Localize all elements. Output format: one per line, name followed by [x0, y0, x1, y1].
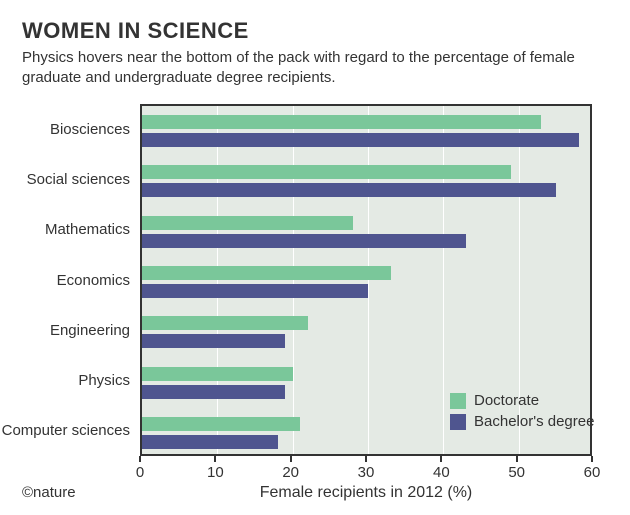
- category-label: Social sciences: [0, 171, 130, 188]
- bar: [142, 435, 278, 449]
- legend-label: Bachelor's degree: [474, 413, 594, 430]
- x-tick-mark: [290, 456, 292, 462]
- category-label: Biosciences: [0, 121, 130, 138]
- bar: [142, 266, 391, 280]
- header-block: WOMEN IN SCIENCE Physics hovers near the…: [0, 0, 630, 89]
- bar: [142, 165, 511, 179]
- grid-line: [368, 106, 369, 454]
- category-label: Computer sciences: [0, 422, 130, 439]
- bar: [142, 334, 285, 348]
- chart-subtitle: Physics hovers near the bottom of the pa…: [22, 48, 608, 89]
- x-tick-mark: [139, 456, 141, 462]
- figure-container: WOMEN IN SCIENCE Physics hovers near the…: [0, 0, 630, 515]
- x-tick-mark: [591, 456, 593, 462]
- legend-swatch: [450, 393, 466, 409]
- legend-item: Doctorate: [450, 392, 594, 409]
- x-tick-mark: [440, 456, 442, 462]
- category-label: Physics: [0, 372, 130, 389]
- grid-line: [443, 106, 444, 454]
- x-tick-label: 60: [572, 464, 612, 481]
- x-tick-label: 30: [346, 464, 386, 481]
- legend-label: Doctorate: [474, 392, 539, 409]
- bar: [142, 133, 579, 147]
- legend: Doctorate Bachelor's degree: [450, 388, 594, 430]
- bar: [142, 183, 556, 197]
- category-label: Economics: [0, 272, 130, 289]
- category-label: Mathematics: [0, 221, 130, 238]
- x-tick-label: 20: [271, 464, 311, 481]
- x-tick-label: 40: [421, 464, 461, 481]
- bar: [142, 115, 541, 129]
- x-axis-title: Female recipients in 2012 (%): [140, 484, 592, 502]
- chart-title: WOMEN IN SCIENCE: [22, 18, 608, 44]
- grid-line: [217, 106, 218, 454]
- x-tick-label: 50: [497, 464, 537, 481]
- x-tick-label: 10: [195, 464, 235, 481]
- bar: [142, 367, 293, 381]
- bar: [142, 316, 308, 330]
- x-tick-label: 0: [120, 464, 160, 481]
- legend-item: Bachelor's degree: [450, 413, 594, 430]
- bar: [142, 284, 368, 298]
- legend-swatch: [450, 414, 466, 430]
- bar: [142, 216, 353, 230]
- category-label: Engineering: [0, 322, 130, 339]
- credit-text: ©nature: [22, 484, 76, 501]
- x-tick-mark: [516, 456, 518, 462]
- x-tick-mark: [214, 456, 216, 462]
- bar: [142, 234, 466, 248]
- bar: [142, 385, 285, 399]
- x-tick-mark: [365, 456, 367, 462]
- grid-line: [293, 106, 294, 454]
- bar: [142, 417, 300, 431]
